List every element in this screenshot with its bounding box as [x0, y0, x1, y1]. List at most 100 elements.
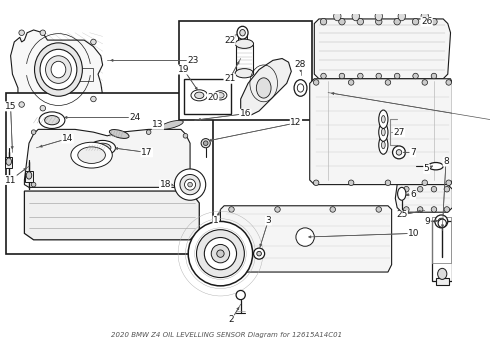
- Ellipse shape: [382, 129, 385, 136]
- Text: 28: 28: [295, 60, 306, 69]
- Ellipse shape: [379, 136, 388, 154]
- Ellipse shape: [95, 143, 111, 152]
- Ellipse shape: [376, 207, 382, 212]
- Bar: [25, 171, 33, 182]
- Ellipse shape: [188, 182, 193, 187]
- Text: 18: 18: [159, 180, 171, 189]
- Ellipse shape: [446, 180, 451, 185]
- Ellipse shape: [45, 116, 59, 125]
- Ellipse shape: [422, 180, 427, 185]
- Ellipse shape: [358, 73, 363, 79]
- Polygon shape: [395, 185, 452, 212]
- Ellipse shape: [235, 69, 253, 78]
- Ellipse shape: [404, 207, 409, 212]
- Ellipse shape: [334, 12, 341, 21]
- Text: 25: 25: [396, 211, 408, 220]
- Ellipse shape: [348, 180, 354, 185]
- Ellipse shape: [31, 182, 36, 187]
- Ellipse shape: [195, 92, 204, 99]
- Ellipse shape: [357, 18, 364, 25]
- Text: 2: 2: [229, 315, 234, 324]
- Ellipse shape: [339, 73, 344, 79]
- Ellipse shape: [339, 18, 345, 25]
- Ellipse shape: [431, 18, 437, 25]
- Polygon shape: [24, 191, 199, 240]
- Ellipse shape: [256, 78, 271, 98]
- Ellipse shape: [294, 80, 307, 96]
- Ellipse shape: [188, 221, 253, 286]
- Text: 24: 24: [129, 113, 141, 122]
- Ellipse shape: [191, 90, 208, 101]
- Ellipse shape: [211, 244, 230, 263]
- Ellipse shape: [394, 18, 400, 25]
- Text: 17: 17: [141, 148, 152, 157]
- Ellipse shape: [444, 207, 450, 212]
- Ellipse shape: [214, 91, 227, 100]
- Ellipse shape: [321, 73, 326, 79]
- Polygon shape: [220, 206, 392, 272]
- Text: 3: 3: [266, 216, 271, 225]
- Ellipse shape: [352, 12, 360, 21]
- Ellipse shape: [180, 175, 200, 195]
- Text: 7: 7: [410, 148, 416, 157]
- Ellipse shape: [413, 18, 419, 25]
- Text: 23: 23: [187, 56, 198, 65]
- Ellipse shape: [438, 219, 446, 228]
- Text: 13: 13: [152, 120, 164, 129]
- Polygon shape: [314, 19, 450, 79]
- Text: 8: 8: [443, 157, 449, 166]
- Ellipse shape: [91, 39, 96, 45]
- Ellipse shape: [330, 207, 336, 212]
- Ellipse shape: [444, 186, 450, 192]
- Ellipse shape: [392, 146, 405, 159]
- Bar: [6, 93, 213, 254]
- Ellipse shape: [217, 93, 224, 98]
- Text: 16: 16: [240, 109, 251, 118]
- Bar: [436, 278, 449, 285]
- Ellipse shape: [404, 186, 409, 192]
- Ellipse shape: [253, 248, 265, 259]
- Ellipse shape: [385, 180, 391, 185]
- Ellipse shape: [417, 207, 423, 212]
- Ellipse shape: [257, 251, 261, 256]
- Text: 22: 22: [224, 36, 235, 45]
- Ellipse shape: [147, 130, 151, 134]
- Text: 9: 9: [425, 217, 430, 226]
- Text: 14: 14: [62, 134, 74, 143]
- Ellipse shape: [203, 141, 208, 145]
- Ellipse shape: [382, 116, 385, 123]
- Ellipse shape: [34, 43, 82, 96]
- Ellipse shape: [40, 30, 46, 36]
- Text: 2020 BMW Z4 OIL LEVELLING SENSOR Diagram for 12615A14C01: 2020 BMW Z4 OIL LEVELLING SENSOR Diagram…: [111, 332, 343, 338]
- Ellipse shape: [78, 147, 105, 163]
- Ellipse shape: [421, 12, 428, 21]
- Ellipse shape: [314, 80, 319, 85]
- Ellipse shape: [183, 134, 188, 138]
- Ellipse shape: [174, 169, 206, 200]
- Ellipse shape: [417, 186, 423, 192]
- Bar: [179, 21, 313, 120]
- Ellipse shape: [379, 110, 388, 129]
- Bar: [236, 45, 253, 74]
- Text: 20: 20: [207, 93, 219, 102]
- Ellipse shape: [382, 141, 385, 149]
- Ellipse shape: [438, 268, 447, 279]
- Ellipse shape: [40, 49, 77, 90]
- Ellipse shape: [237, 26, 248, 39]
- Ellipse shape: [71, 142, 112, 168]
- Ellipse shape: [413, 73, 418, 79]
- Ellipse shape: [46, 56, 72, 84]
- Bar: [238, 33, 247, 42]
- Ellipse shape: [204, 238, 237, 270]
- Ellipse shape: [183, 182, 188, 187]
- Ellipse shape: [297, 84, 304, 92]
- Ellipse shape: [6, 158, 11, 165]
- Text: 27: 27: [393, 128, 405, 137]
- Polygon shape: [11, 30, 102, 111]
- Ellipse shape: [394, 73, 400, 79]
- Ellipse shape: [376, 73, 382, 79]
- Text: 12: 12: [290, 118, 302, 127]
- Polygon shape: [24, 129, 190, 187]
- Ellipse shape: [396, 150, 402, 155]
- Bar: [184, 79, 231, 114]
